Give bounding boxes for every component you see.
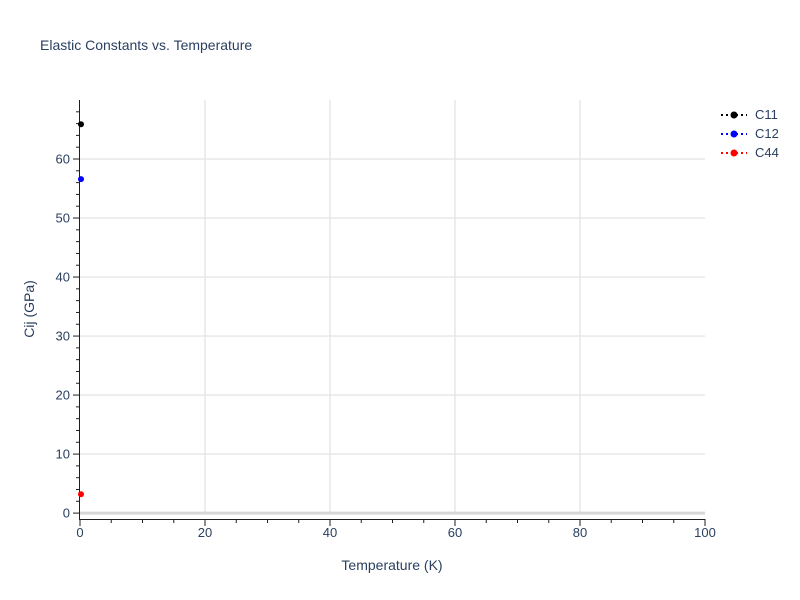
legend-line-sample-c44	[721, 149, 747, 156]
legend-label-c44: C44	[755, 145, 779, 160]
x-tick-label: 80	[573, 525, 587, 540]
data-point-c11	[78, 121, 84, 128]
y-tick-label: 10	[56, 447, 70, 462]
x-axis-title: Temperature (K)	[341, 557, 443, 573]
x-tick-label: 0	[76, 525, 83, 540]
y-tick-label: 50	[56, 211, 70, 226]
y-tick-label: 0	[63, 506, 70, 521]
legend-label-c12: C12	[755, 126, 779, 141]
legend-marker-dot-c12	[730, 130, 738, 137]
legend-line-sample-c11	[721, 111, 747, 118]
x-tick-label: 40	[323, 525, 337, 540]
legend-item-c11: C11	[721, 105, 779, 124]
chart-title: Elastic Constants vs. Temperature	[40, 37, 253, 53]
y-tick-label: 20	[56, 388, 70, 403]
y-tick-label: 60	[56, 152, 70, 167]
legend-marker-dot-c44	[730, 149, 738, 156]
legend-label-c11: C11	[755, 107, 778, 122]
legend-marker-dot-c11	[730, 111, 738, 118]
y-tick-label: 30	[56, 329, 70, 344]
x-tick-label: 100	[694, 525, 716, 540]
x-tick-label: 20	[198, 525, 212, 540]
legend: C11 C12 C44	[721, 105, 779, 162]
data-point-c44	[78, 491, 84, 498]
data-point-c12	[78, 176, 84, 183]
y-axis-title: Cij (GPa)	[21, 280, 37, 338]
x-tick-label: 60	[448, 525, 462, 540]
legend-line-sample-c12	[721, 130, 747, 137]
legend-item-c44: C44	[721, 143, 779, 162]
y-tick-label: 40	[56, 270, 70, 285]
legend-item-c12: C12	[721, 124, 779, 143]
